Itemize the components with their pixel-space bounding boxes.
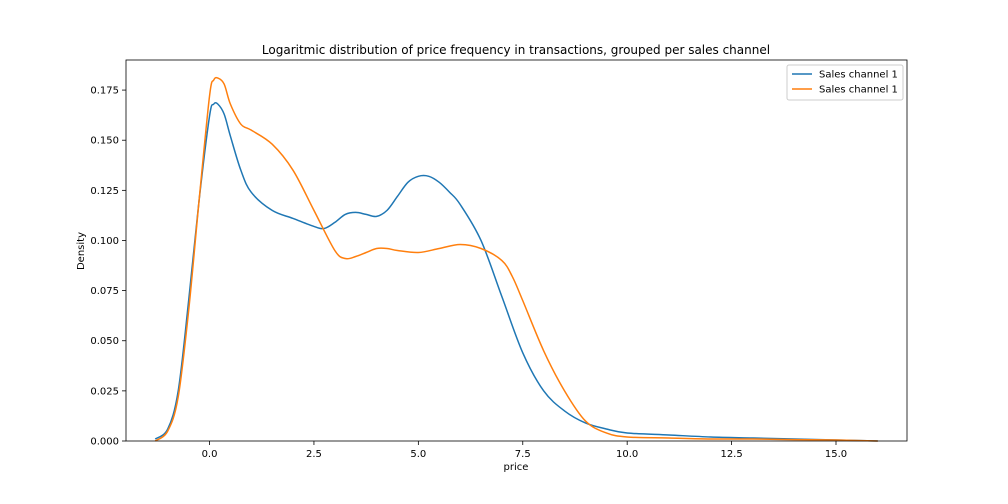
y-tick-label: 0.000 <box>90 437 119 448</box>
y-tick-label: 0.175 <box>90 86 119 97</box>
x-axis: 0.0 2.5 5.0 7.5 10.0 12.5 15.0 <box>202 441 847 460</box>
x-tick-label: 5.0 <box>410 449 426 460</box>
x-tick-label: 2.5 <box>306 449 322 460</box>
y-axis-label: Density <box>76 232 87 270</box>
y-tick-label: 0.100 <box>90 236 119 247</box>
y-tick-label: 0.025 <box>90 386 119 397</box>
legend-label-1: Sales channel 1 <box>819 85 898 96</box>
x-axis-label: price <box>504 462 529 473</box>
series-line-1 <box>154 76 878 442</box>
plot-area <box>125 59 908 442</box>
y-axis: 0.000 0.025 0.050 0.075 0.100 0.125 0.150 0.175 <box>90 86 126 448</box>
y-tick-label: 0.075 <box>90 286 119 297</box>
y-tick-label: 0.125 <box>90 186 119 197</box>
series-line-0 <box>154 101 878 442</box>
x-tick-label: 7.5 <box>515 449 531 460</box>
axes-frame <box>125 59 908 442</box>
legend: Sales channel 1 Sales channel 1 <box>786 64 904 101</box>
chart-title: Logaritmic distribution of price frequen… <box>262 43 770 57</box>
legend-box <box>786 64 904 101</box>
y-tick-label: 0.150 <box>90 136 119 147</box>
x-tick-label: 10.0 <box>616 449 638 460</box>
x-tick-label: 12.5 <box>720 449 742 460</box>
y-tick-label: 0.050 <box>90 336 119 347</box>
x-tick-label: 0.0 <box>202 449 218 460</box>
x-tick-label: 15.0 <box>825 449 847 460</box>
series-layer <box>154 76 878 442</box>
legend-label-0: Sales channel 1 <box>819 70 898 81</box>
